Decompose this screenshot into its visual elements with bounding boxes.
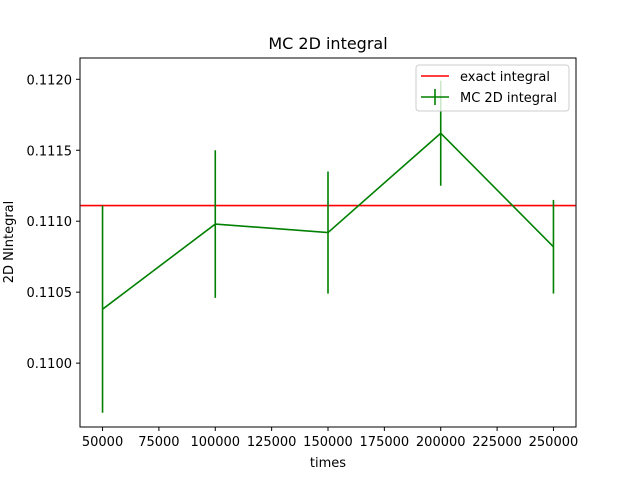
legend-box	[415, 64, 570, 112]
x-tick-label: 250000	[529, 435, 579, 450]
chart-title: MC 2D integral	[268, 34, 387, 53]
x-tick-label: 225000	[472, 435, 522, 450]
legend-label-exact-integral: exact integral	[460, 70, 550, 85]
x-tick-label: 150000	[303, 435, 353, 450]
x-tick-label: 75000	[138, 435, 179, 450]
legend: exact integral MC 2D integral	[415, 64, 570, 112]
x-tick-label: 200000	[416, 435, 466, 450]
data-layer	[80, 80, 576, 413]
x-tick-label: 125000	[247, 435, 297, 450]
x-tick-label: 175000	[360, 435, 410, 450]
x-tick-label: 50000	[82, 435, 123, 450]
x-axis-label: times	[310, 456, 346, 471]
y-tick-label: 0.1120	[27, 73, 73, 88]
x-axis-ticks: 50000 75000 100000 125000 150000 175000 200000…	[82, 427, 578, 450]
y-tick-label: 0.1115	[27, 144, 73, 159]
y-tick-label: 0.1100	[27, 357, 73, 372]
y-tick-label: 0.1110	[27, 215, 73, 230]
x-tick-label: 100000	[190, 435, 240, 450]
y-axis-label: 2D NIntegral	[2, 201, 17, 283]
legend-label-mc-2d-integral: MC 2D integral	[460, 91, 557, 106]
plot-area: 50000 75000 100000 125000 150000 175000 200000…	[27, 57, 578, 450]
y-tick-label: 0.1105	[27, 286, 73, 301]
y-axis-ticks: 0.1100 0.1105 0.1110 0.1115 0.1120	[27, 73, 80, 372]
